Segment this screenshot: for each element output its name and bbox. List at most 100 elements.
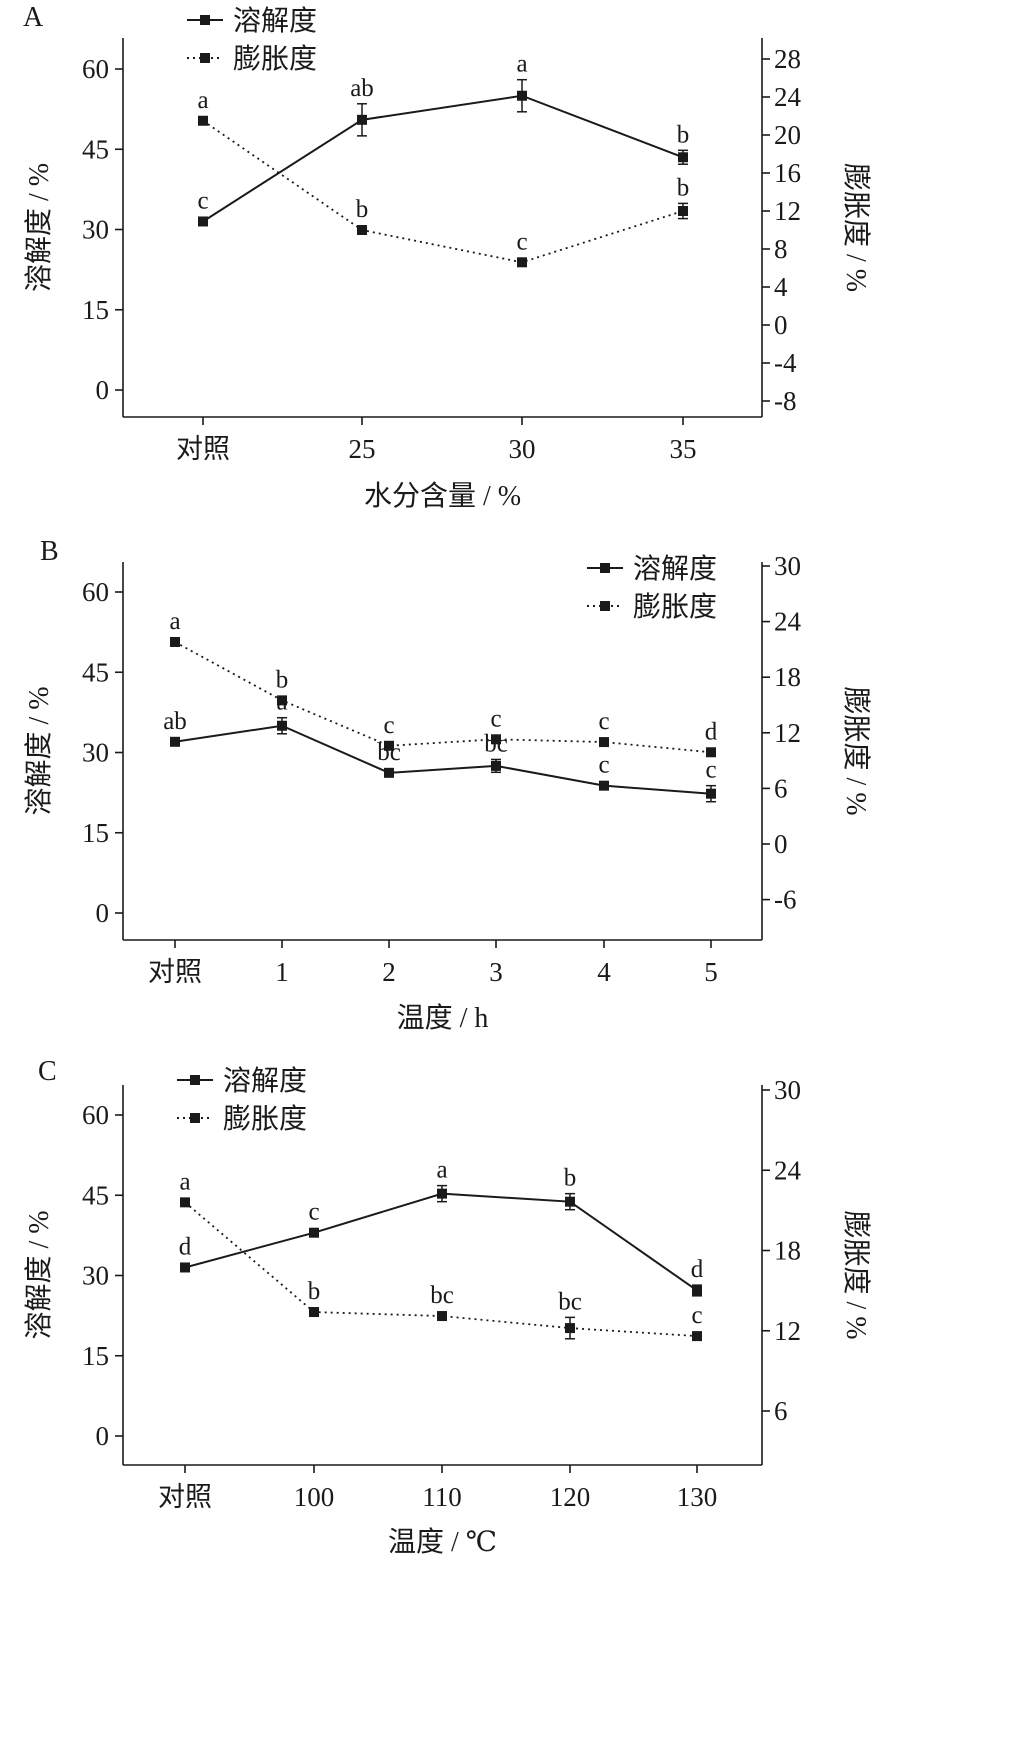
left-tick-label: 45 [82, 134, 109, 164]
right-tick-label: 6 [774, 1396, 788, 1426]
x-tick-label: 5 [704, 957, 718, 987]
right-tick-label: -6 [774, 885, 797, 915]
left-tick-label: 15 [82, 1341, 109, 1371]
x-axis-title: 水分含量 / % [364, 480, 521, 512]
significance-label: c [691, 1302, 702, 1329]
right-tick-label: 0 [774, 310, 788, 340]
left-tick-label: 0 [96, 1421, 110, 1451]
significance-label: c [490, 705, 501, 732]
left-tick-label: 0 [96, 898, 110, 928]
x-tick-label: 对照 [158, 1482, 212, 1512]
x-tick-label: 25 [349, 434, 376, 464]
data-point [277, 720, 287, 731]
data-point [491, 760, 501, 771]
data-point [565, 1323, 575, 1334]
right-axis-title: 膨胀度 / % [840, 163, 872, 292]
right-axis-title: 膨胀度 / % [840, 1210, 872, 1339]
data-point [277, 695, 287, 706]
data-point [198, 115, 208, 126]
x-tick-label: 3 [489, 957, 503, 987]
right-tick-label: 12 [774, 718, 801, 748]
legend-label: 膨胀度 [223, 1103, 307, 1135]
legend-marker [190, 1075, 200, 1085]
data-point [170, 736, 180, 747]
panel-label: B [40, 536, 59, 567]
x-tick-label: 30 [509, 434, 536, 464]
legend-label: 溶解度 [223, 1065, 307, 1097]
right-tick-label: -4 [774, 348, 797, 378]
right-tick-label: 6 [774, 773, 788, 803]
left-tick-label: 45 [82, 657, 109, 687]
significance-label: b [308, 1278, 321, 1305]
data-point [706, 788, 716, 799]
significance-label: c [308, 1199, 319, 1226]
right-tick-label: 0 [774, 829, 788, 859]
significance-label: a [169, 608, 180, 635]
legend-label: 溶解度 [633, 553, 717, 585]
right-tick-label: 24 [774, 1155, 802, 1185]
left-tick-label: 45 [82, 1180, 109, 1210]
significance-label: bc [430, 1282, 454, 1309]
legend-marker [200, 15, 210, 25]
significance-label: c [598, 752, 609, 779]
data-point [491, 734, 501, 745]
left-tick-label: 60 [82, 577, 109, 607]
right-tick-label: 18 [774, 1236, 801, 1266]
significance-label: c [598, 708, 609, 735]
significance-label: d [705, 718, 718, 745]
data-point [180, 1262, 190, 1273]
left-tick-label: 0 [96, 375, 110, 405]
data-point [309, 1307, 319, 1318]
left-axis-title: 溶解度 / % [23, 163, 55, 292]
left-tick-label: 15 [82, 295, 109, 325]
chart-panel-C: 0 15 30 45 60 6 12 18 24 30 对照 100 110 120 130 温度 / ℃ 溶解… [23, 1056, 872, 1558]
x-axis-title: 温度 / h [397, 1002, 489, 1034]
series-line-solubility [174, 724, 712, 795]
chart-panel-A: 0 15 30 45 60 -8 -4 0 4 8 12 16 20 24 28 对照 25 30 35 水分含量 /… [23, 2, 872, 512]
x-tick-label: 120 [550, 1482, 591, 1512]
x-tick-label: 35 [670, 434, 697, 464]
left-tick-label: 30 [82, 1261, 109, 1291]
data-point [692, 1285, 702, 1296]
x-tick-label: 100 [294, 1482, 335, 1512]
significance-label: bc [377, 739, 401, 766]
significance-label: c [516, 228, 527, 255]
significance-label: a [516, 51, 527, 78]
data-point [599, 737, 609, 748]
significance-label: d [691, 1256, 704, 1283]
data-point [198, 216, 208, 227]
significance-label: b [356, 196, 369, 223]
right-tick-label: 18 [774, 662, 801, 692]
right-tick-label: -8 [774, 386, 797, 416]
significance-label: a [436, 1157, 447, 1184]
x-tick-label: 4 [597, 957, 611, 987]
x-tick-label: 130 [677, 1482, 718, 1512]
panel-label: C [38, 1056, 57, 1087]
legend-label: 溶解度 [233, 5, 317, 37]
significance-label: a [179, 1168, 190, 1195]
legend-marker [600, 563, 610, 573]
data-point [599, 780, 609, 791]
right-tick-label: 4 [774, 272, 788, 302]
significance-label: c [197, 187, 208, 214]
significance-label: b [677, 174, 690, 201]
right-tick-label: 12 [774, 1316, 801, 1346]
panel-label: A [23, 2, 44, 33]
series-line-solubility [184, 1192, 698, 1292]
right-tick-label: 20 [774, 120, 801, 150]
right-tick-label: 16 [774, 158, 801, 188]
data-point [517, 90, 527, 101]
x-tick-label: 对照 [176, 434, 230, 464]
data-point [437, 1311, 447, 1322]
right-tick-label: 12 [774, 196, 801, 226]
significance-label: ab [163, 708, 187, 735]
x-axis-title: 温度 / ℃ [388, 1526, 497, 1558]
data-point [678, 152, 688, 163]
legend-label: 膨胀度 [233, 43, 317, 75]
data-point [517, 257, 527, 268]
right-tick-label: 24 [774, 82, 802, 112]
data-point [384, 740, 394, 751]
significance-label: b [564, 1165, 577, 1192]
right-tick-label: 30 [774, 1075, 801, 1105]
